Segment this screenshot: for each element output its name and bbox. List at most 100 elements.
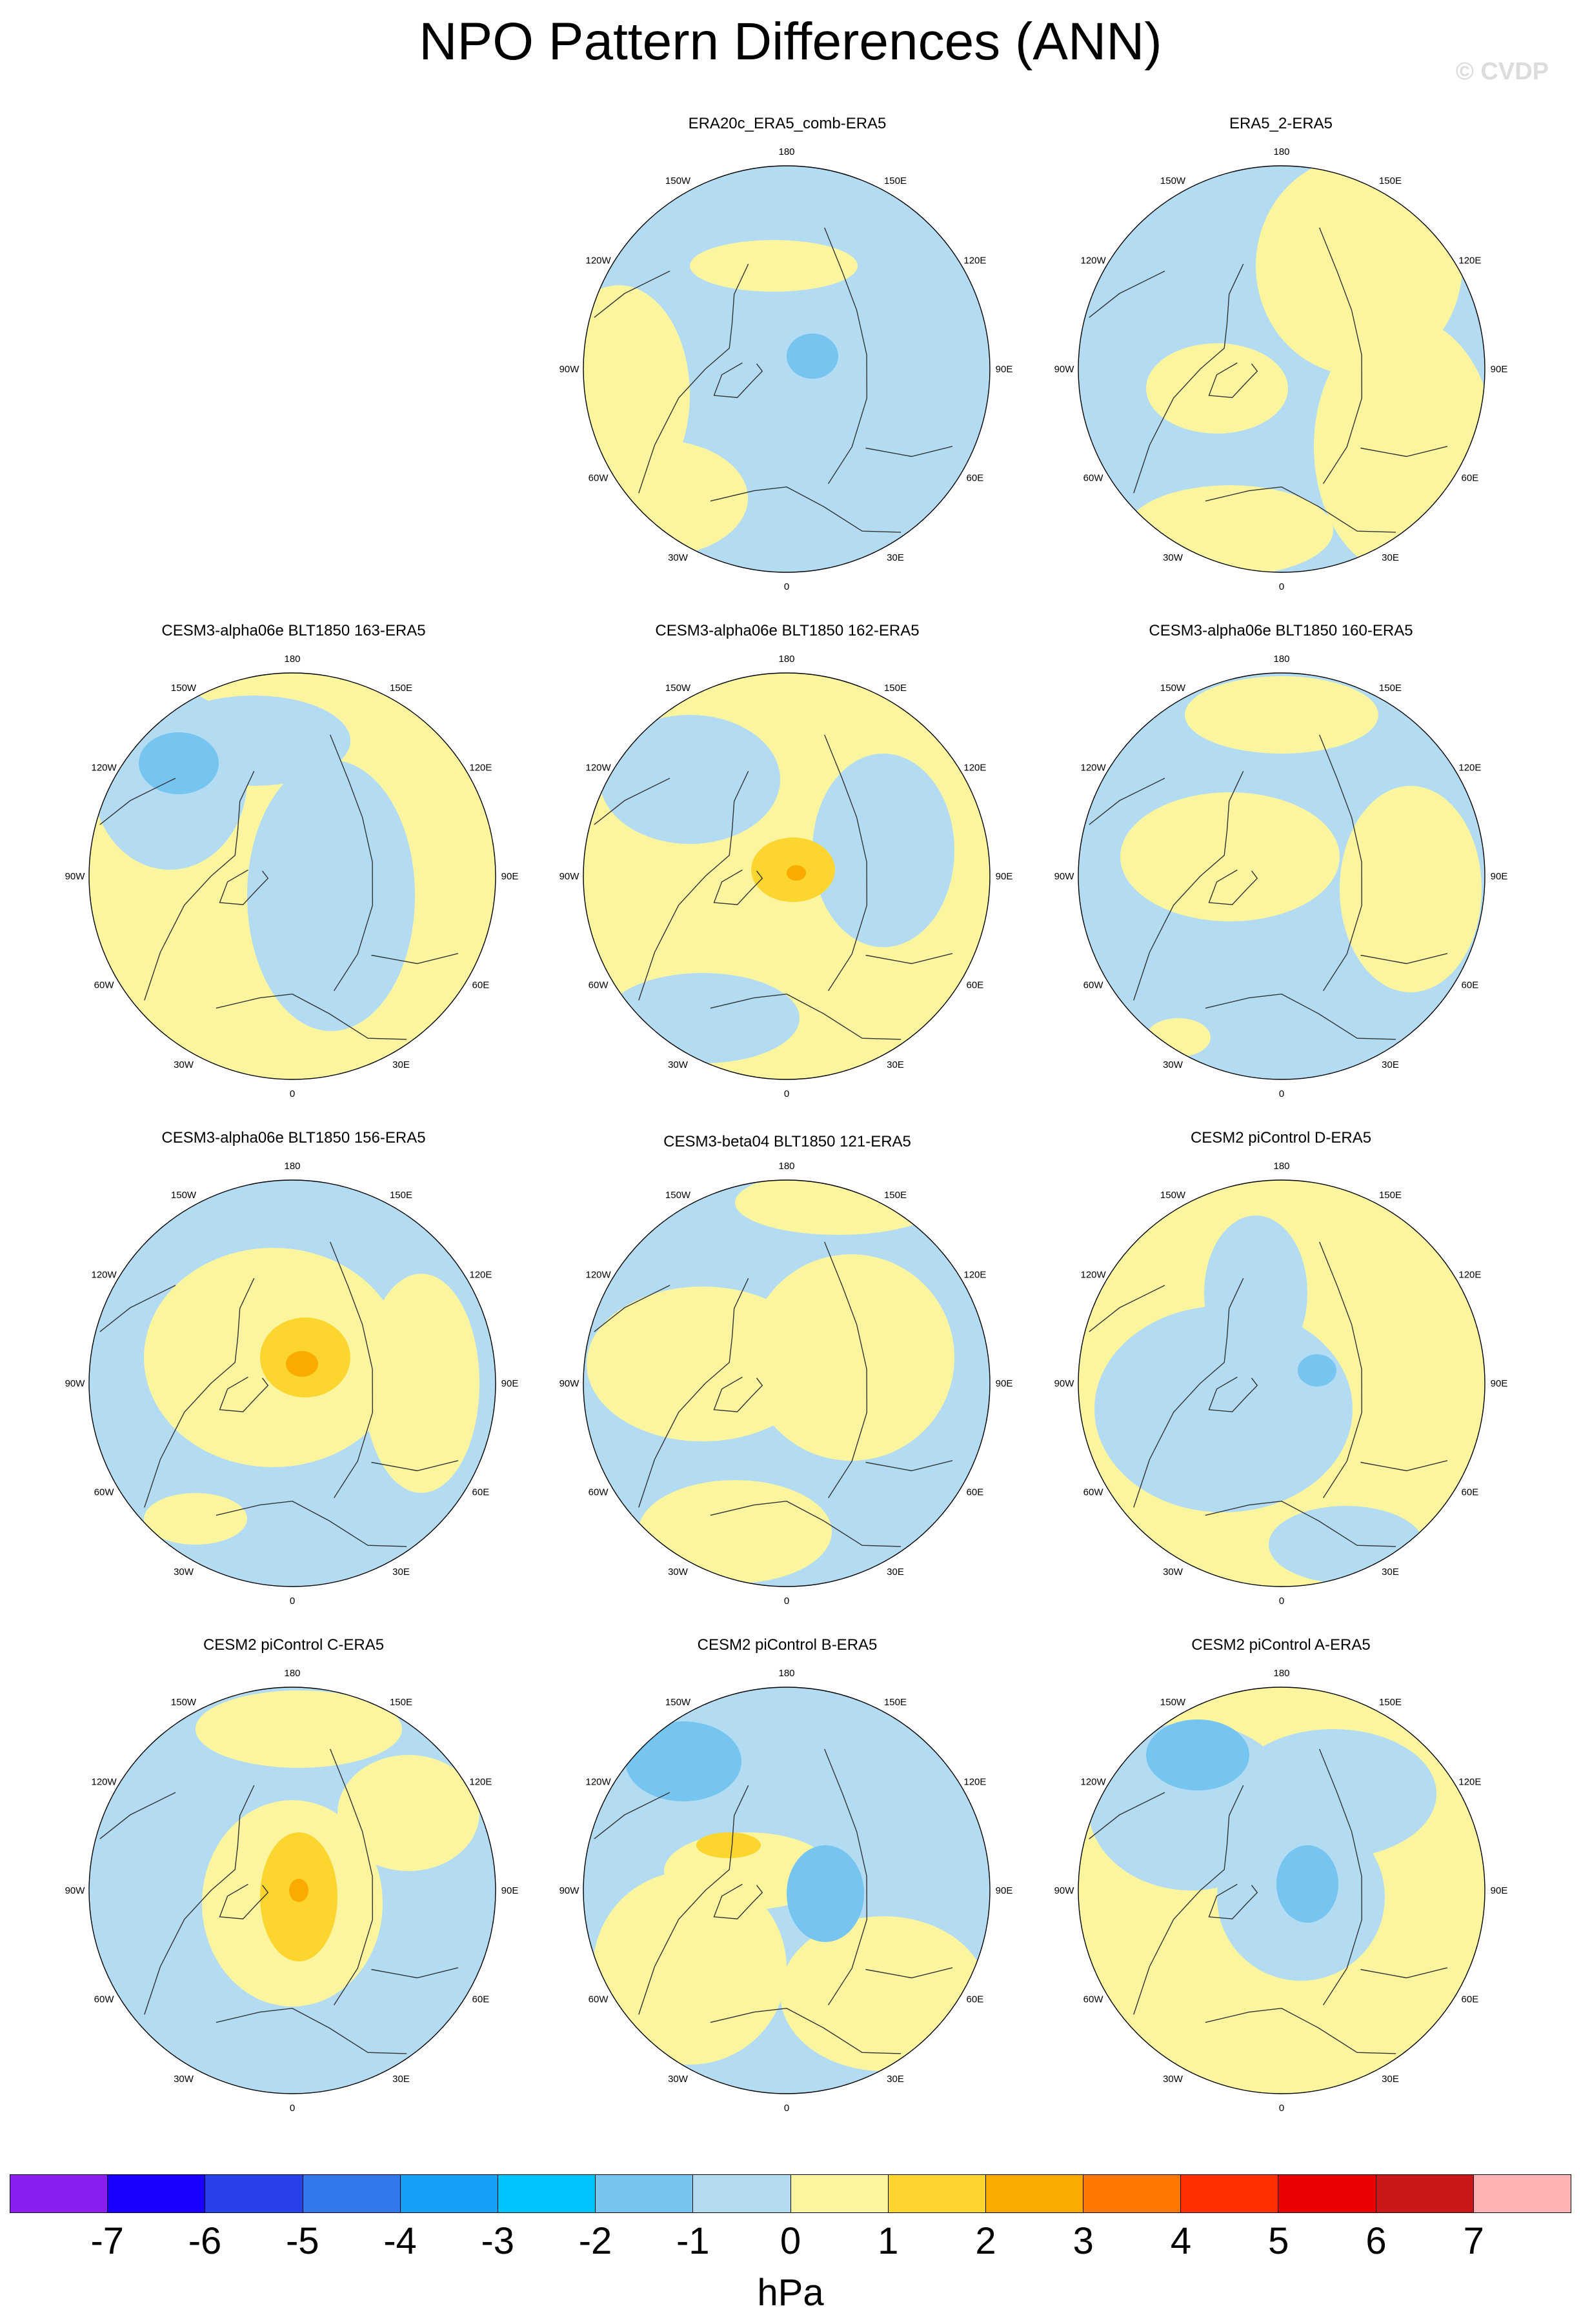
contour-region [1276,1845,1338,1923]
longitude-label: 60W [589,1487,609,1498]
longitude-label: 60E [967,1487,984,1498]
contour-region [286,1351,318,1377]
longitude-label: 60E [967,980,984,991]
longitude-label: 150E [390,1190,412,1201]
longitude-label: 120W [1081,1777,1107,1788]
longitude-label: 180 [1273,654,1289,665]
longitude-label: 30W [668,2074,689,2085]
map-border [1078,1179,1485,1587]
coastline [594,1792,670,1839]
map-border [1078,1687,1485,2094]
longitude-label: 120E [963,255,986,266]
coastline [638,263,749,494]
coastline [1208,362,1258,398]
longitude-label: 90W [559,1378,580,1389]
coastline [713,1883,763,1919]
colorbar-swatch [400,2175,498,2212]
longitude-label: 120E [1458,763,1481,774]
longitude-label: 180 [778,1161,794,1172]
longitude-label: 120W [586,1270,612,1281]
anomaly-contours [1094,1216,1424,1583]
longitude-label: 60E [472,980,490,991]
longitude-label: 120E [469,1777,492,1788]
panel-title-2: ERA5_2-ERA5 [1229,115,1333,132]
contour-region [638,1480,832,1583]
coastline [1133,770,1244,1001]
contour-region [583,440,748,556]
colorbar-tick-label: -7 [90,2220,125,2262]
longitude-label: 90E [996,871,1013,882]
longitude-label: 150W [171,1697,197,1708]
longitude-label: 120W [92,1270,117,1281]
longitude-label: 150W [1160,1190,1186,1201]
polar-map-7: 180 150E 120E 90E 60E 30E 0 30W 60W 90W 120W 150W [559,1161,1013,1607]
coastline [219,1376,269,1412]
coastlines [99,1748,459,2054]
coastline [1133,263,1244,494]
coastline [1319,1241,1363,1498]
coastline [865,953,953,965]
longitude-label: 150W [171,683,197,694]
colorbar-swatch [1083,2175,1182,2212]
longitude-label: 0 [290,1088,295,1099]
longitude-label: 0 [1279,1088,1284,1099]
colorbar-swatch [1473,2175,1571,2212]
longitude-label: 180 [778,146,794,157]
longitude-label: 90W [1054,871,1075,882]
panel-title-11: CESM2 piControl A-ERA5 [1191,1636,1371,1654]
coastline [99,1792,176,1839]
polar-map-2: 180 150E 120E 90E 60E 30E 0 30W 60W 90W 120W 150W [1054,146,1508,592]
polar-map-6: 180 150E 120E 90E 60E 30E 0 30W 60W 90W 120W 150W [65,1161,519,1607]
coastlines [1089,1748,1448,2054]
longitude-label: 30W [668,1567,689,1578]
contour-region [1204,1216,1307,1370]
coastline [710,993,901,1040]
coastline [371,953,459,965]
coastline [1360,1967,1448,1979]
coastline [216,2007,407,2054]
coastline [1319,734,1363,991]
colorbar-tick-label: -5 [285,2220,319,2262]
longitude-label: 150E [1379,1190,1402,1201]
colorbar-tick-label: 7 [1463,2220,1484,2262]
contour-region [748,1254,954,1461]
longitude-label: 0 [1279,581,1284,592]
longitude-label: 60E [967,473,984,484]
colorbar-swatch [498,2175,596,2212]
contour-region [1146,1719,1249,1790]
coastline [1133,1277,1244,1508]
longitude-label: 150E [390,1697,412,1708]
longitude-label: 150W [1160,683,1186,694]
anomaly-contours [587,1180,954,1583]
longitude-label: 90E [501,1885,519,1896]
colorbar-tick-label: 5 [1268,2220,1289,2262]
longitude-label: 150W [1160,1697,1186,1708]
coastlines [594,1241,953,1547]
coastline [219,869,269,905]
coastline [710,486,901,533]
longitude-label: 30W [1163,1059,1183,1070]
colorbar-tick-label: 6 [1365,2220,1387,2262]
longitude-label: 150W [665,1190,691,1201]
contour-region [812,754,954,947]
coastlines [99,1241,459,1547]
contour-region [196,1690,402,1768]
colorbar [10,2174,1571,2213]
coastline [371,1460,459,1472]
longitude-label: 150E [884,683,907,694]
longitude-label: 120E [1458,1777,1481,1788]
longitude-label: 60W [589,473,609,484]
panel-title-3: CESM3-alpha06e BLT1850 163-ERA5 [161,622,426,639]
longitude-label: 30E [392,1567,410,1578]
map-border [88,672,496,1080]
colorbar-swatch [1278,2175,1376,2212]
coastline [144,1785,255,2015]
longitude-label: 30E [392,1059,410,1070]
coastlines [594,1748,953,2054]
longitude-label: 150E [884,1190,907,1201]
longitude-label: 120E [1458,1270,1481,1281]
colorbar-tick-label: 0 [780,2220,801,2262]
coastline [865,446,953,457]
longitude-label: 30E [887,1059,904,1070]
longitude-label: 60W [94,1487,115,1498]
